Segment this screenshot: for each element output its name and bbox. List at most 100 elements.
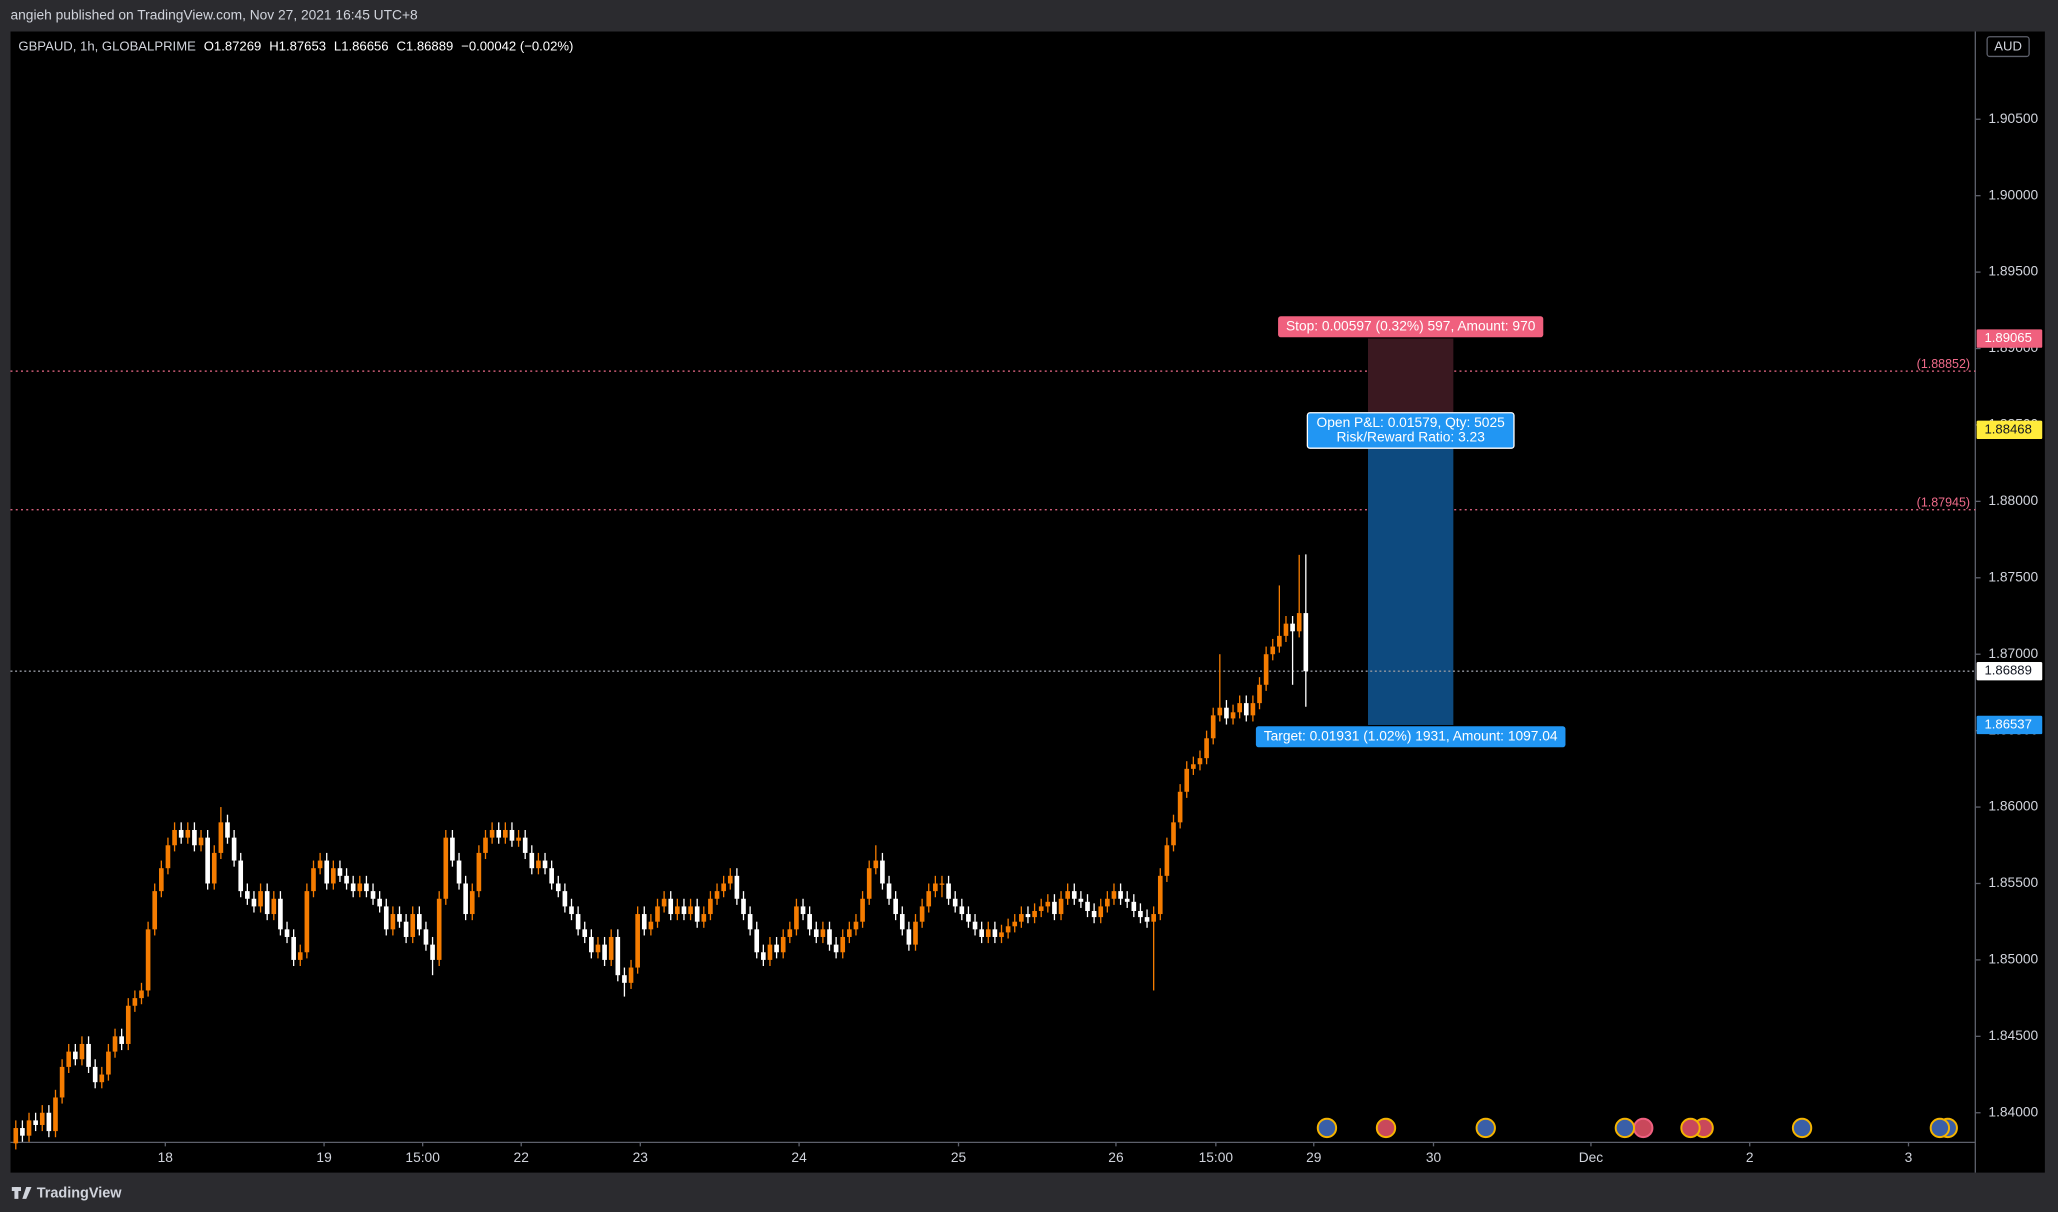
candle-body xyxy=(1164,845,1170,876)
candle-body xyxy=(370,891,376,899)
event-icons xyxy=(1316,1117,1958,1139)
pnl-label: Open P&L: 0.01579, Qty: 5025 xyxy=(1317,415,1506,430)
candle-body xyxy=(291,936,296,960)
stop-price-tag: 1.89065 xyxy=(1985,330,2032,345)
y-tick-label: 1.90000 xyxy=(1988,187,2038,202)
candle-body xyxy=(1091,910,1097,918)
x-tick-label: Dec xyxy=(1579,1150,1604,1165)
candle-body xyxy=(489,829,495,838)
candle-body xyxy=(231,837,237,861)
candle-body xyxy=(979,929,984,937)
candle-body xyxy=(701,914,707,922)
candle-body xyxy=(423,929,429,945)
candle-body xyxy=(436,898,442,960)
candle-body xyxy=(469,891,475,915)
candle-body xyxy=(1151,914,1156,922)
price-line-label: (1.87945) xyxy=(1917,496,1970,510)
candle-body xyxy=(615,936,621,976)
candle-body xyxy=(1217,707,1223,716)
candle-body xyxy=(959,906,965,915)
candle-body xyxy=(304,891,310,953)
candle-body xyxy=(152,891,158,930)
candle-body xyxy=(238,860,244,892)
candle-body xyxy=(569,906,574,915)
candle-body xyxy=(661,898,667,907)
candle-body xyxy=(853,921,859,930)
candle-body xyxy=(53,1097,58,1132)
candle-body xyxy=(383,906,389,930)
candle-body xyxy=(549,868,554,884)
candle-body xyxy=(708,898,713,915)
candle-body xyxy=(668,898,674,915)
candle-body xyxy=(813,929,819,937)
candle-body xyxy=(734,875,740,899)
candle-body xyxy=(767,944,773,960)
candle-body xyxy=(59,1066,65,1098)
target-label: Target: 0.01931 (1.02%) 1931, Amount: 10… xyxy=(1264,728,1558,743)
currency-box xyxy=(1986,36,2030,58)
y-tick-label: 1.85500 xyxy=(1988,875,2038,890)
candle-body xyxy=(331,868,336,884)
brand: TradingView xyxy=(37,1185,123,1201)
candle-body xyxy=(390,914,396,930)
candle-body xyxy=(125,1005,131,1044)
candle-body xyxy=(1131,901,1137,911)
candle-body xyxy=(602,944,607,960)
candle-body xyxy=(582,929,588,937)
y-tick-label: 1.89500 xyxy=(1988,264,2038,279)
x-tick-label: 23 xyxy=(633,1150,649,1165)
candle-body xyxy=(886,883,892,899)
candle-body xyxy=(681,906,687,915)
chart-area xyxy=(10,31,2045,1173)
candle-body xyxy=(39,1112,45,1125)
target-zone xyxy=(1368,429,1454,725)
candle-body xyxy=(648,921,654,930)
candle-body xyxy=(145,929,151,991)
candle-body xyxy=(1157,875,1163,915)
candle-body xyxy=(807,914,812,930)
candle-body xyxy=(1144,917,1150,922)
candle-body xyxy=(761,952,766,960)
x-tick-label: 15:00 xyxy=(405,1150,440,1165)
candle-body xyxy=(397,914,402,922)
candle-body xyxy=(675,906,680,915)
y-tick-label: 1.87000 xyxy=(1988,646,2038,661)
candle-body xyxy=(211,852,217,884)
candle-body xyxy=(456,860,462,884)
candle-body xyxy=(430,944,435,960)
candle-body xyxy=(357,883,363,892)
candle-body xyxy=(284,929,290,937)
candle-body xyxy=(297,952,303,960)
candle-body xyxy=(159,868,164,892)
candle-body xyxy=(1230,712,1236,719)
stop-label-bg xyxy=(1278,316,1544,338)
y-tick-label: 1.88000 xyxy=(1988,493,2038,508)
candle-body xyxy=(1191,764,1196,769)
candle-body xyxy=(86,1043,91,1067)
candle-body xyxy=(1111,891,1117,899)
candle-body xyxy=(1250,703,1256,716)
candle-body xyxy=(1085,901,1090,911)
candle-body xyxy=(417,914,422,930)
x-tick-label: 30 xyxy=(1426,1150,1442,1165)
candle-body xyxy=(1058,898,1064,915)
entry-price-tag: 1.88468 xyxy=(1985,421,2032,436)
candle-body xyxy=(443,837,449,899)
y-tick-label: 1.86000 xyxy=(1988,799,2038,814)
candle-body xyxy=(562,891,568,907)
pnl-box xyxy=(1306,412,1515,449)
candle-body xyxy=(787,929,793,937)
candle-body xyxy=(880,860,885,884)
candle-body xyxy=(1045,901,1051,907)
candle-body xyxy=(344,875,349,884)
candle-body xyxy=(555,883,561,892)
candle-body xyxy=(1243,703,1249,716)
legend-item: L1.86656 xyxy=(334,39,389,54)
candle-body xyxy=(119,1036,124,1044)
candle-body xyxy=(1257,684,1262,704)
candle-body xyxy=(933,883,938,892)
candle-body xyxy=(1283,623,1289,636)
candle-body xyxy=(139,990,144,999)
candle-body xyxy=(245,891,250,899)
